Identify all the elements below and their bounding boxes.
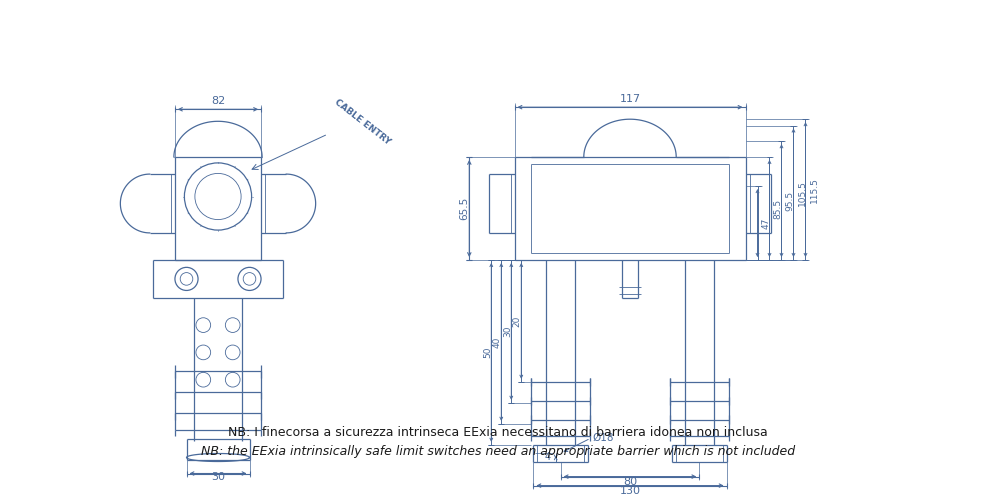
Text: 85.5: 85.5 — [774, 198, 783, 218]
Text: 47: 47 — [762, 218, 771, 228]
Text: 40: 40 — [493, 336, 502, 347]
Text: 82: 82 — [211, 96, 225, 106]
Text: NB: I finecorsa a sicurezza intrinseca EExia necessitano di barriera idonea non : NB: I finecorsa a sicurezza intrinseca E… — [228, 426, 768, 438]
Text: 30: 30 — [503, 326, 512, 337]
Text: 115.5: 115.5 — [810, 176, 819, 203]
Text: NB: the EExia intrinsically safe limit switches need an appropriate barrier whic: NB: the EExia intrinsically safe limit s… — [201, 446, 795, 458]
Text: 95.5: 95.5 — [786, 190, 795, 210]
Text: 20: 20 — [513, 315, 522, 326]
Text: 80: 80 — [622, 476, 637, 486]
Text: 130: 130 — [620, 486, 640, 496]
Text: 117: 117 — [620, 94, 640, 104]
Text: 4: 4 — [545, 452, 551, 462]
Text: Ø18: Ø18 — [593, 433, 615, 443]
Text: CABLE ENTRY: CABLE ENTRY — [333, 98, 392, 146]
Text: 50: 50 — [483, 346, 492, 358]
Text: 105.5: 105.5 — [798, 180, 807, 206]
Text: 65.5: 65.5 — [459, 197, 469, 220]
Text: 30: 30 — [211, 472, 225, 482]
